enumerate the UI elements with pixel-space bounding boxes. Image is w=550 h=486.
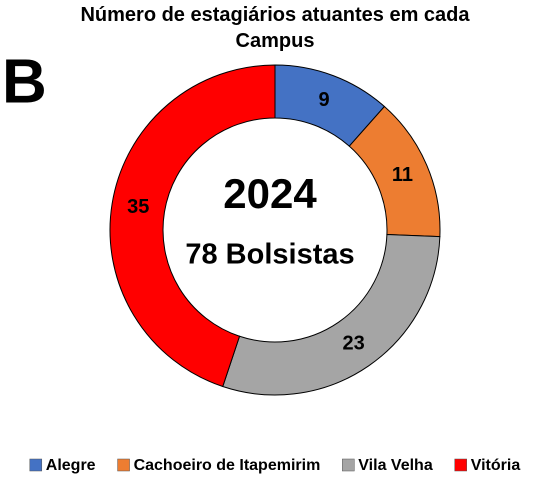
- donut-slice: [109, 64, 276, 388]
- center-subtitle: 78 Bolsistas: [185, 239, 354, 271]
- legend-swatch: [454, 458, 467, 472]
- data-label: 11: [392, 164, 413, 186]
- chart-title: Número de estagiários atuantes em cada C…: [80, 4, 470, 52]
- data-label: 9: [319, 89, 330, 111]
- center-title: 2024: [223, 170, 317, 217]
- legend-swatch: [29, 458, 43, 472]
- panel-label: B: [2, 47, 47, 116]
- data-label: 35: [127, 196, 149, 218]
- legend: Alegre Cachoeiro de Itapemirim Vila Velha V…: [29, 457, 521, 474]
- donut-slice: [222, 233, 441, 396]
- legend-label: Cachoeiro de Itapemirim: [134, 457, 321, 474]
- legend-label: Vila Velha: [358, 457, 433, 474]
- legend-swatch: [117, 458, 130, 472]
- legend-label: Alegre: [46, 457, 96, 474]
- data-label: 23: [343, 332, 365, 354]
- legend-swatch: [342, 458, 355, 472]
- legend-label: Vitória: [471, 457, 521, 474]
